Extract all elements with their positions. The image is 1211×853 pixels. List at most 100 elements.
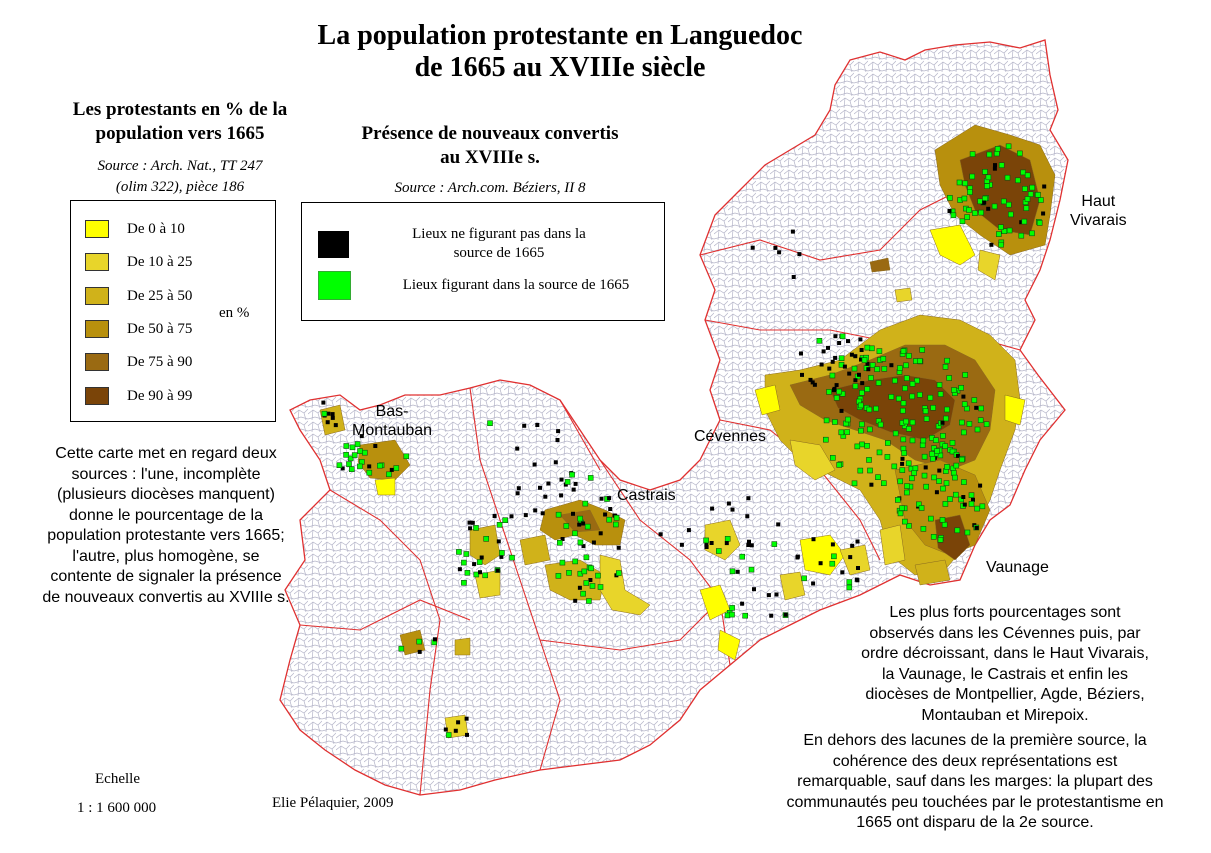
settlement-marker-green [851, 365, 858, 372]
region-label-cevennes: Cévennes [694, 428, 767, 445]
settlement-marker-green [566, 569, 572, 576]
settlement-marker-green [1020, 169, 1026, 176]
note-line: En dehors des lacunes de la première sou… [803, 732, 1147, 749]
settlement-marker-black [577, 585, 582, 590]
settlement-marker-green [977, 198, 983, 205]
settlement-marker-black [752, 587, 756, 592]
settlement-marker-green [866, 426, 873, 433]
settlement-marker-green [984, 183, 990, 189]
settlement-marker-green [909, 381, 916, 387]
settlement-marker-green [875, 474, 881, 481]
region-label-bas-montauban: Bas- Montauban [352, 402, 432, 440]
settlement-marker-black [847, 371, 852, 376]
settlement-marker-black [704, 545, 709, 549]
settlement-marker-black [543, 494, 548, 499]
settlement-marker-black [853, 354, 858, 359]
percent-legend-item: De 50 à 75 [85, 318, 192, 340]
settlement-marker-green [929, 451, 935, 457]
settlement-marker-green [577, 515, 583, 522]
settlement-marker-black [889, 363, 894, 368]
settlement-marker-black [546, 481, 551, 486]
region-label-castrais: Castrais [617, 487, 676, 504]
settlement-marker-black [573, 481, 578, 486]
settlement-marker-green [838, 355, 845, 362]
settlement-marker-green [986, 151, 993, 158]
settlement-marker-green [899, 505, 905, 511]
settlement-marker-green [482, 572, 489, 579]
settlement-marker-green [1016, 150, 1023, 157]
settlement-marker-green [937, 536, 944, 543]
settlement-marker-green [859, 389, 865, 396]
settlement-marker-green [904, 483, 910, 489]
settlement-marker-green [969, 173, 976, 180]
settlement-marker-green [897, 478, 904, 485]
settlement-marker-green [559, 559, 566, 566]
settlement-marker-green [897, 365, 903, 371]
settlement-marker-green [1006, 227, 1013, 234]
settlement-marker-green [974, 505, 980, 512]
percent-swatch [85, 287, 109, 305]
settlement-marker-green [998, 224, 1004, 230]
settlement-marker-black [830, 542, 835, 547]
percent-legend-source: Source : Arch. Nat., TT 247 (olim 322), … [30, 156, 330, 198]
settlement-marker-green [909, 393, 915, 400]
settlement-marker-green [958, 384, 965, 391]
settlement-marker-green [995, 231, 1002, 237]
settlement-marker-black [495, 568, 500, 573]
settlement-marker-green [864, 442, 870, 449]
settlement-marker-green [715, 548, 722, 554]
settlement-marker-green [962, 180, 968, 187]
settlement-marker-green [904, 489, 910, 496]
note-line: diocèses de Montpellier, Agde, Béziers, [865, 686, 1145, 703]
settlement-marker-green [998, 162, 1005, 168]
settlement-marker-black [776, 522, 781, 527]
settlement-marker-black [808, 377, 813, 382]
settlement-marker-black [540, 511, 545, 516]
settlement-marker-green [826, 389, 832, 395]
settlement-marker-black [443, 727, 448, 732]
settlement-marker-black [800, 372, 804, 377]
settlement-marker-black [777, 250, 782, 255]
settlement-marker-green [880, 355, 887, 362]
settlement-marker-green [969, 151, 976, 157]
settlement-marker-black [846, 339, 850, 344]
settlement-marker-black [795, 555, 800, 560]
settlement-marker-green [473, 525, 479, 531]
settlement-marker-green [742, 612, 749, 619]
percent-legend-item: De 10 à 25 [85, 251, 192, 273]
settlement-marker-green [583, 580, 590, 586]
settlement-marker-black [940, 420, 945, 425]
settlement-marker-green [564, 479, 571, 485]
settlement-marker-green [461, 579, 467, 586]
settlement-marker-green [931, 474, 937, 481]
settlement-marker-green [846, 579, 853, 585]
settlement-marker-green [555, 511, 562, 518]
settlement-marker-green [909, 437, 916, 444]
settlement-marker-black [811, 537, 816, 542]
settlement-marker-black [974, 525, 979, 530]
settlement-marker-green [958, 419, 965, 426]
settlement-marker-green [998, 241, 1004, 248]
settlement-marker-green [901, 518, 908, 525]
settlement-marker-green [464, 569, 471, 576]
percent-swatch [85, 253, 109, 271]
settlement-marker-black [859, 357, 863, 362]
settlement-marker-black [581, 521, 586, 526]
settlement-marker-green [829, 454, 836, 461]
settlement-marker-green [880, 480, 887, 487]
settlement-marker-black [769, 613, 774, 618]
title-line-1: La population protestante en Languedoc [317, 20, 803, 51]
settlement-marker-green [994, 146, 1001, 152]
settlement-marker-black [321, 400, 326, 405]
settlement-marker-black [478, 570, 482, 575]
settlement-marker-green [823, 417, 830, 424]
settlement-marker-green [838, 429, 845, 436]
settlement-marker-black [417, 649, 422, 654]
settlement-marker-green [349, 444, 356, 451]
settlement-marker-black [535, 423, 540, 427]
settlement-marker-green [854, 443, 861, 450]
settlement-marker-green [857, 467, 864, 474]
settlement-marker-green [476, 559, 483, 565]
percent-source-line-1: Source : Arch. Nat., TT 247 [97, 158, 263, 174]
